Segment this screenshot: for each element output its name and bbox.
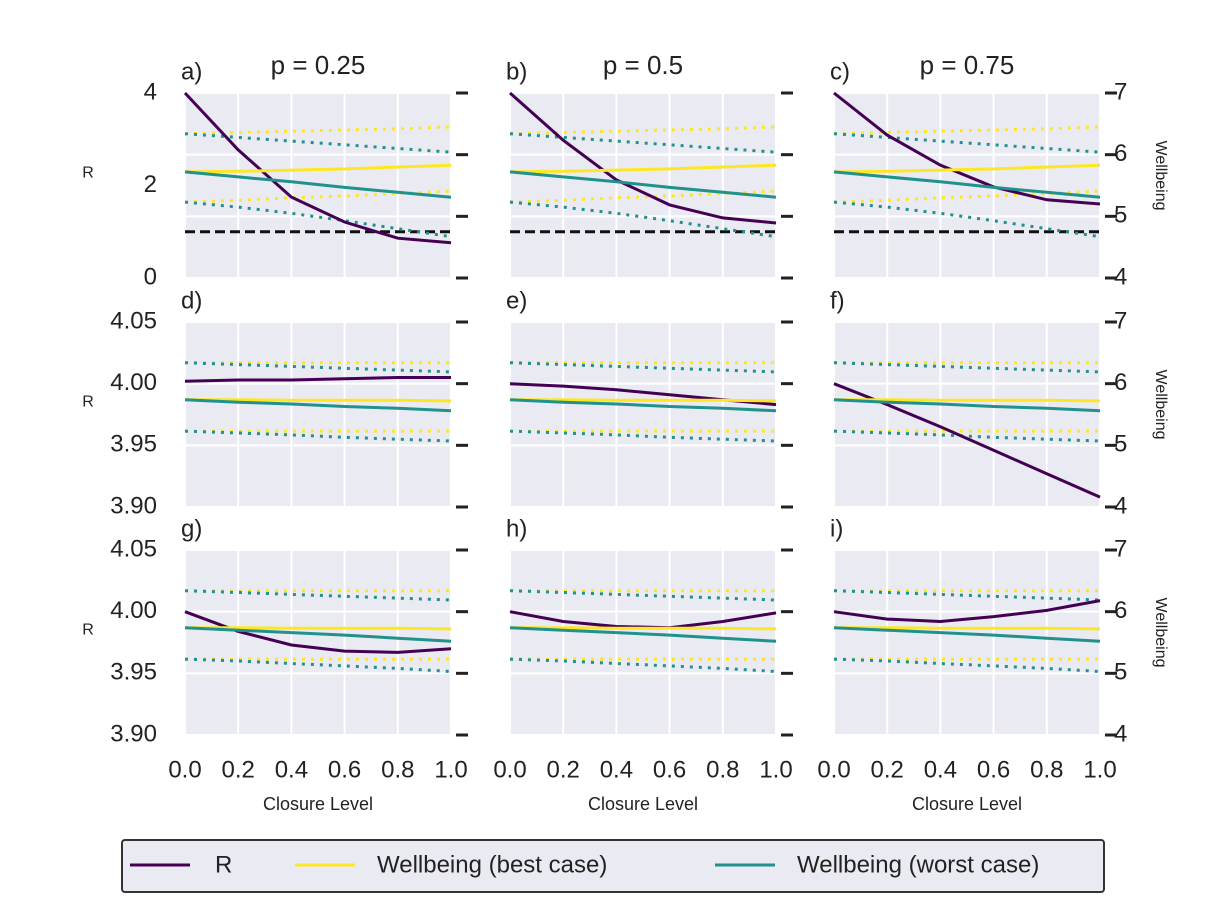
series-line bbox=[509, 91, 777, 225]
legend-label: R bbox=[215, 851, 232, 878]
series-line bbox=[510, 626, 777, 631]
series-line bbox=[834, 626, 1101, 631]
y-tick-label: 4.00 bbox=[110, 597, 157, 624]
legend-box bbox=[121, 839, 1105, 893]
y-tick-label: 4 bbox=[144, 78, 157, 105]
panel-label: h) bbox=[506, 515, 527, 542]
panel-label: g) bbox=[181, 515, 202, 542]
series-line bbox=[833, 170, 1101, 199]
x-axis-label: Closure Level bbox=[263, 794, 373, 814]
y-tick-label: 3.90 bbox=[110, 492, 157, 519]
y2-tick-label: 5 bbox=[1114, 431, 1127, 458]
series-line bbox=[834, 398, 1101, 403]
y2-axis-label: Wellbeing bbox=[1152, 141, 1169, 211]
x-tick-label: 0.4 bbox=[600, 756, 633, 783]
x-tick-label: 0.0 bbox=[817, 756, 850, 783]
series-line bbox=[833, 163, 1101, 174]
x-tick-label: 0.0 bbox=[493, 756, 526, 783]
panel-label: b) bbox=[506, 58, 527, 85]
x-tick-label: 0.6 bbox=[328, 756, 361, 783]
plot-area bbox=[510, 550, 776, 735]
x-tick-label: 0.8 bbox=[1030, 756, 1063, 783]
panel-label: e) bbox=[506, 287, 527, 314]
y-tick-label: 4.05 bbox=[110, 307, 157, 334]
plot-area bbox=[510, 322, 776, 507]
y2-tick-label: 7 bbox=[1114, 78, 1127, 105]
series-line bbox=[184, 398, 452, 413]
x-axis-label: Closure Level bbox=[912, 794, 1022, 814]
plot-area bbox=[185, 322, 451, 507]
legend-label: Wellbeing (best case) bbox=[377, 851, 607, 878]
series-line bbox=[833, 398, 1101, 413]
panel-label: i) bbox=[830, 515, 843, 542]
series-line bbox=[510, 398, 777, 403]
x-axis-label: Closure Level bbox=[588, 794, 698, 814]
x-tick-label: 0.2 bbox=[871, 756, 904, 783]
x-tick-label: 0.4 bbox=[275, 756, 308, 783]
y2-axis-label: Wellbeing bbox=[1152, 598, 1169, 668]
y-axis-label: R bbox=[82, 165, 94, 182]
panel-label: a) bbox=[181, 58, 202, 85]
x-tick-label: 0.4 bbox=[924, 756, 957, 783]
series-line bbox=[509, 170, 777, 199]
series-line bbox=[184, 376, 451, 383]
y2-tick-label: 6 bbox=[1114, 597, 1127, 624]
y2-axis-label: Wellbeing bbox=[1152, 370, 1169, 440]
y2-tick-label: 5 bbox=[1114, 659, 1127, 686]
panel-title: p = 0.25 bbox=[271, 50, 366, 80]
y2-tick-label: 7 bbox=[1114, 535, 1127, 562]
series-line bbox=[185, 398, 452, 403]
series-line bbox=[185, 626, 452, 631]
y2-tick-label: 4 bbox=[1114, 263, 1127, 290]
y-tick-label: 0 bbox=[144, 263, 157, 290]
y-tick-label: 4.05 bbox=[110, 535, 157, 562]
y2-tick-label: 6 bbox=[1114, 369, 1127, 396]
panel-title: p = 0.5 bbox=[603, 50, 683, 80]
x-tick-label: 0.8 bbox=[706, 756, 739, 783]
y2-tick-label: 4 bbox=[1114, 720, 1127, 747]
series-line bbox=[833, 91, 1101, 206]
y2-tick-label: 6 bbox=[1114, 140, 1127, 167]
panel-title: p = 0.75 bbox=[920, 50, 1015, 80]
x-tick-label: 0.6 bbox=[977, 756, 1010, 783]
y-axis-label: R bbox=[82, 394, 94, 411]
series-line bbox=[509, 626, 777, 643]
x-tick-label: 1.0 bbox=[1083, 756, 1116, 783]
series-line bbox=[833, 626, 1101, 643]
series-line bbox=[509, 398, 777, 413]
x-tick-label: 1.0 bbox=[759, 756, 792, 783]
y-tick-label: 4.00 bbox=[110, 369, 157, 396]
y2-tick-label: 5 bbox=[1114, 202, 1127, 229]
x-tick-label: 0.2 bbox=[547, 756, 580, 783]
series-line bbox=[183, 91, 452, 245]
plot-area bbox=[185, 550, 451, 735]
series-line bbox=[184, 626, 452, 643]
x-tick-label: 1.0 bbox=[434, 756, 467, 783]
y-tick-label: 2 bbox=[144, 171, 157, 198]
series-line bbox=[184, 163, 452, 174]
y-axis-label: R bbox=[82, 622, 94, 639]
panel-label: c) bbox=[830, 58, 850, 85]
series-line bbox=[509, 163, 777, 174]
y-tick-label: 3.90 bbox=[110, 720, 157, 747]
panel-label: f) bbox=[830, 287, 845, 314]
y2-tick-label: 7 bbox=[1114, 307, 1127, 334]
plot-area bbox=[834, 550, 1100, 735]
y2-tick-label: 4 bbox=[1114, 492, 1127, 519]
x-tick-label: 0.8 bbox=[381, 756, 414, 783]
series-line bbox=[184, 170, 452, 199]
x-tick-label: 0.2 bbox=[222, 756, 255, 783]
panel-label: d) bbox=[181, 287, 202, 314]
y-tick-label: 3.95 bbox=[110, 431, 157, 458]
legend-label: Wellbeing (worst case) bbox=[797, 851, 1039, 878]
y-tick-label: 3.95 bbox=[110, 659, 157, 686]
x-tick-label: 0.6 bbox=[653, 756, 686, 783]
series-line bbox=[833, 599, 1101, 624]
x-tick-label: 0.0 bbox=[168, 756, 201, 783]
